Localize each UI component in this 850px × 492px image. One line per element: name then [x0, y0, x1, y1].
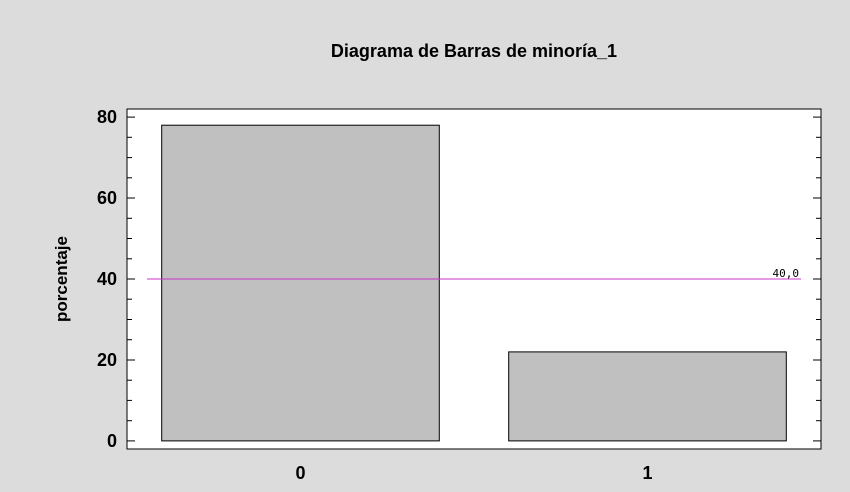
reference-line-layer: 40,0: [147, 267, 801, 280]
reference-line-label: 40,0: [773, 267, 800, 280]
y-tick-label-40: 40: [97, 269, 117, 289]
y-axis-ticks: 0 20 40 60 80: [97, 107, 821, 451]
bars-layer: [161, 124, 787, 442]
x-tick-label-0: 0: [295, 463, 305, 483]
y-tick-label-60: 60: [97, 188, 117, 208]
y-tick-label-80: 80: [97, 107, 117, 127]
x-tick-label-1: 1: [642, 463, 652, 483]
y-tick-label-20: 20: [97, 350, 117, 370]
y-tick-label-0: 0: [107, 431, 117, 451]
y-axis-label: porcentaje: [52, 236, 71, 322]
bar-0: [161, 124, 440, 442]
bar-1: [508, 351, 787, 442]
chart-title: Diagrama de Barras de minoría_1: [331, 41, 617, 61]
